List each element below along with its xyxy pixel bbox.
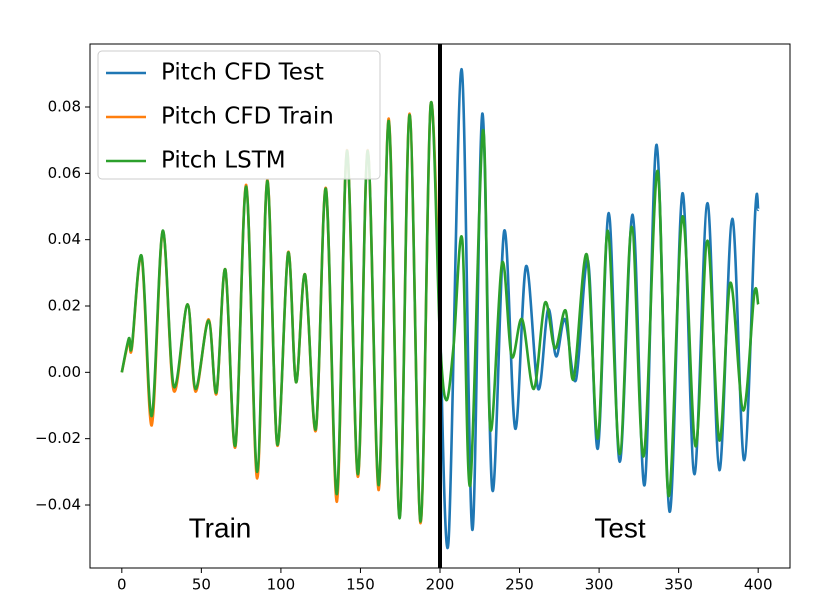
y-tick-label: 0.00: [48, 363, 81, 381]
legend-label: Pitch CFD Test: [161, 60, 324, 86]
y-tick-label: 0.04: [48, 230, 81, 248]
annotation: Train: [189, 512, 252, 543]
legend-box: [97, 50, 381, 180]
y-tick-label: −0.02: [35, 429, 81, 447]
x-tick-label: 50: [192, 576, 211, 594]
x-tick-label: 150: [346, 576, 375, 594]
annotation: Test: [594, 512, 646, 543]
y-tick-label: 0.06: [48, 164, 81, 182]
legend-label: Pitch CFD Train: [161, 104, 334, 130]
y-tick-label: 0.08: [48, 98, 81, 116]
line-series: [120, 100, 760, 523]
x-tick-label: 200: [426, 576, 455, 594]
x-tick-label: 100: [267, 576, 296, 594]
x-tick-label: 250: [505, 576, 534, 594]
y-tick-label: −0.04: [35, 495, 81, 513]
x-tick-label: 400: [744, 576, 773, 594]
x-tick-label: 0: [117, 576, 127, 594]
x-tick-label: 350: [664, 576, 693, 594]
y-tick-label: 0.02: [48, 297, 81, 315]
legend-label: Pitch LSTM: [161, 148, 286, 174]
x-tick-label: 300: [585, 576, 614, 594]
